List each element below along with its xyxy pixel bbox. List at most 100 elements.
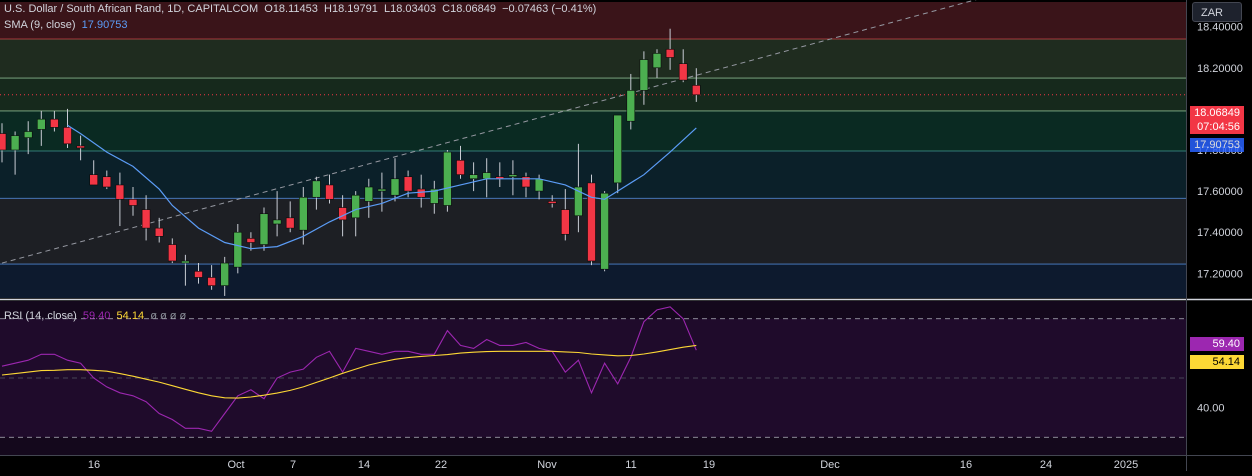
- candle-bullish: [600, 191, 609, 272]
- candle-bullish: [639, 51, 649, 105]
- time-tick-label: Nov: [537, 459, 557, 471]
- price-tick-label: 17.20000: [1197, 268, 1243, 280]
- price-zone: [0, 39, 1186, 79]
- sma-legend[interactable]: SMA (9, close) 17.90753: [4, 19, 128, 31]
- open-value: 18.11453: [272, 3, 318, 15]
- candle-bearish: [141, 195, 151, 241]
- candle-body: [0, 133, 7, 151]
- time-tick-label: 7: [290, 459, 296, 471]
- candle-bullish: [364, 178, 374, 218]
- candle-bullish: [626, 73, 636, 130]
- time-tick-label: 11: [625, 459, 636, 471]
- rsi-ma-badge: 54.14: [1190, 355, 1244, 369]
- high-label: H: [324, 3, 332, 15]
- rsi-ma-value: 54.14: [116, 310, 145, 322]
- candle-bearish: [102, 170, 112, 190]
- candle-body: [377, 188, 387, 192]
- rsi-extra-values: ø ø ø ø: [150, 310, 187, 322]
- candle-body: [102, 176, 112, 188]
- candle-body: [416, 188, 426, 198]
- high-value: 18.19791: [331, 3, 378, 15]
- candle-body: [246, 238, 256, 243]
- candle-body: [141, 209, 151, 229]
- price-tick-label: 17.40000: [1197, 227, 1243, 239]
- candle-bullish: [23, 121, 33, 155]
- candle-bullish: [36, 110, 46, 146]
- candle-bullish: [10, 131, 20, 175]
- candle-body: [194, 270, 203, 278]
- price-tick-label: 18.40000: [1197, 22, 1243, 34]
- candle-bearish: [560, 189, 570, 241]
- rsi-badge: 59.40: [1190, 337, 1244, 351]
- candle-bearish: [115, 172, 125, 227]
- rsi-label: RSI (14, close): [4, 310, 77, 322]
- candle-body: [220, 262, 229, 286]
- rsi-ma-line: [1, 344, 697, 399]
- candle-bearish: [154, 217, 164, 243]
- candle-body: [547, 201, 557, 204]
- rsi-legend[interactable]: RSI (14, close) 59.40 54.14 ø ø ø ø: [4, 310, 186, 322]
- candle-body: [521, 176, 531, 188]
- candle-body: [325, 184, 334, 200]
- candle-body: [639, 59, 649, 91]
- candle-body: [207, 277, 216, 286]
- candle-body: [233, 231, 243, 268]
- candle-body: [652, 53, 662, 69]
- sma-label: SMA (9, close): [4, 19, 76, 31]
- last-price-badge: 18.06849: [1190, 106, 1244, 120]
- sma-badge: 17.90753: [1190, 138, 1244, 152]
- currency-button[interactable]: ZAR: [1192, 2, 1242, 22]
- change-value: −0.07463 (−0.41%): [502, 3, 597, 15]
- candle-bullish: [233, 224, 243, 274]
- rsi-value: 59.40: [82, 310, 111, 322]
- candle-body: [691, 85, 701, 96]
- candle-body: [600, 192, 609, 270]
- candle-body: [534, 178, 544, 192]
- time-tick-label: 24: [1040, 459, 1052, 471]
- candle-body: [364, 186, 374, 202]
- open-label: O: [264, 3, 273, 15]
- candle-body: [587, 182, 596, 262]
- candle-bullish: [574, 143, 583, 233]
- low-value: 18.03403: [390, 3, 436, 15]
- candle-bullish: [272, 191, 282, 237]
- price-tick-label: 17.60000: [1197, 186, 1243, 198]
- candle-bearish: [63, 108, 72, 148]
- candle-bearish: [325, 174, 334, 204]
- candle-body: [50, 118, 59, 128]
- time-tick-label: 22: [435, 459, 447, 471]
- candle-body: [181, 260, 190, 264]
- candle-body: [665, 48, 675, 58]
- sma-line: [67, 124, 697, 250]
- candle-body: [403, 176, 413, 192]
- candle-bearish: [76, 135, 85, 161]
- candle-bearish: [521, 172, 531, 198]
- candle-body: [351, 194, 361, 219]
- time-tick-label: 14: [358, 459, 370, 471]
- candle-bearish: [547, 195, 557, 208]
- candle-bearish: [50, 110, 59, 132]
- candle-body: [312, 180, 321, 198]
- candle-body: [390, 178, 400, 196]
- candle-bullish: [298, 187, 308, 245]
- time-tick-label: 16: [960, 459, 972, 471]
- candle-bearish: [665, 28, 675, 70]
- price-zone: [0, 264, 1186, 298]
- candle-bullish: [443, 150, 452, 212]
- candle-body: [298, 196, 308, 231]
- candle-body: [613, 114, 623, 184]
- candle-body: [10, 135, 20, 151]
- candle-bullish: [508, 160, 518, 196]
- candle-bullish: [351, 191, 361, 237]
- candle-bullish: [429, 180, 439, 214]
- rsi-tick-label: 40.00: [1197, 403, 1225, 415]
- candle-bearish: [456, 145, 465, 179]
- candle-body: [285, 217, 295, 229]
- rsi-line: [1, 306, 697, 432]
- close-label: C: [442, 3, 451, 15]
- candle-bearish: [587, 174, 596, 266]
- rsi-band: [0, 318, 1186, 438]
- candle-bullish: [259, 207, 269, 251]
